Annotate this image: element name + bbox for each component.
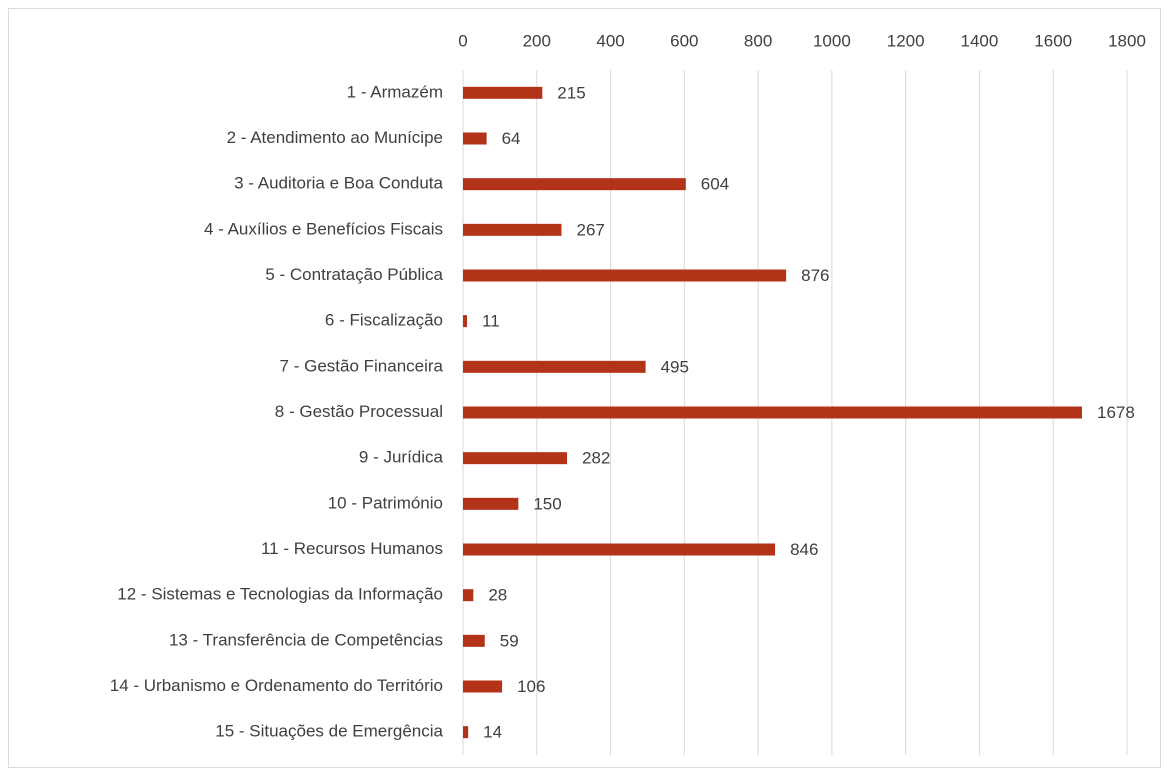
bar xyxy=(463,543,776,556)
data-label: 150 xyxy=(533,494,561,513)
bar xyxy=(463,315,468,328)
y-tick-label: 13 - Transferência de Competências xyxy=(169,630,443,649)
bar xyxy=(463,589,474,602)
data-label: 11 xyxy=(482,312,500,331)
y-tick-label: 10 - Património xyxy=(328,493,443,512)
data-label: 1678 xyxy=(1097,403,1135,422)
bar xyxy=(463,680,503,693)
bar xyxy=(463,497,519,510)
data-label: 28 xyxy=(488,586,507,605)
y-tick-label: 7 - Gestão Financeira xyxy=(280,356,444,375)
data-label: 215 xyxy=(557,83,585,102)
x-tick-label: 1400 xyxy=(961,31,999,50)
bar xyxy=(463,360,646,373)
data-label: 876 xyxy=(801,266,829,285)
x-tick-label: 200 xyxy=(523,31,551,50)
bar xyxy=(463,269,787,282)
y-tick-label: 14 - Urbanismo e Ordenamento do Territór… xyxy=(110,676,443,695)
data-label: 64 xyxy=(502,129,521,148)
y-tick-label: 3 - Auditoria e Boa Conduta xyxy=(234,174,443,193)
bar xyxy=(463,178,686,191)
data-label: 59 xyxy=(500,631,519,650)
data-label: 14 xyxy=(483,723,502,742)
bar xyxy=(463,452,568,465)
y-tick-label: 11 - Recursos Humanos xyxy=(261,539,443,558)
x-tick-label: 1800 xyxy=(1108,31,1146,50)
y-tick-label: 1 - Armazém xyxy=(347,82,443,101)
y-tick-label: 2 - Atendimento ao Munícipe xyxy=(227,128,443,147)
bar xyxy=(463,406,1082,419)
data-label: 846 xyxy=(790,540,818,559)
bar xyxy=(463,634,485,647)
x-tick-label: 0 xyxy=(458,31,467,50)
bar xyxy=(463,223,562,236)
y-tick-label: 9 - Jurídica xyxy=(359,448,444,467)
x-tick-label: 800 xyxy=(744,31,772,50)
y-tick-label: 15 - Situações de Emergência xyxy=(215,722,443,741)
data-label: 267 xyxy=(576,220,604,239)
data-label: 604 xyxy=(701,175,729,194)
bar xyxy=(463,132,487,145)
data-label: 106 xyxy=(517,677,545,696)
bar xyxy=(463,86,543,99)
chart-frame xyxy=(8,8,1161,768)
y-tick-label: 4 - Auxílios e Benefícios Fiscais xyxy=(204,219,443,238)
data-label: 495 xyxy=(661,357,689,376)
x-tick-label: 1000 xyxy=(813,31,851,50)
y-tick-label: 5 - Contratação Pública xyxy=(265,265,443,284)
y-tick-label: 12 - Sistemas e Tecnologias da Informaçã… xyxy=(117,585,443,604)
x-tick-label: 1200 xyxy=(887,31,925,50)
x-tick-label: 1600 xyxy=(1034,31,1072,50)
data-label: 282 xyxy=(582,449,610,468)
y-tick-label: 8 - Gestão Processual xyxy=(275,402,443,421)
x-tick-label: 600 xyxy=(670,31,698,50)
y-tick-label: 6 - Fiscalização xyxy=(325,311,443,330)
bar xyxy=(463,726,469,739)
x-tick-label: 400 xyxy=(596,31,624,50)
